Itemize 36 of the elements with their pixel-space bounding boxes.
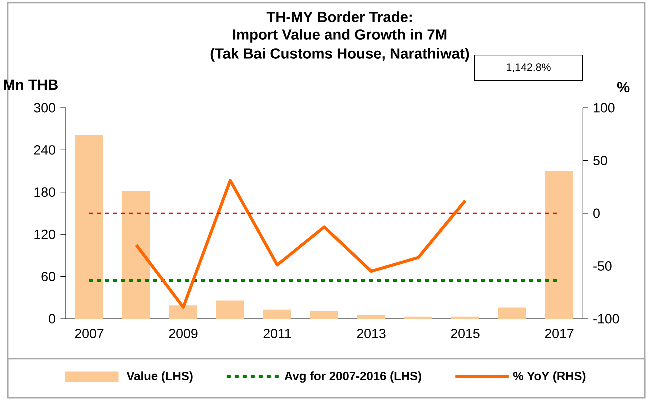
y-tick-label: 300 xyxy=(34,103,56,113)
y2-tick-label: 0 xyxy=(594,208,600,218)
bar xyxy=(358,315,386,319)
bar xyxy=(170,306,198,319)
y-tick-label: 180 xyxy=(34,188,56,198)
y2-tick-label: -50 xyxy=(594,262,612,271)
y2-axis-title: % xyxy=(617,82,630,93)
x-tick-label: 2017 xyxy=(545,329,574,338)
legend-label: Value (LHS) xyxy=(126,372,193,383)
line-series xyxy=(134,179,468,309)
x-tick-label: 2015 xyxy=(451,329,480,338)
bar xyxy=(216,300,245,319)
bar xyxy=(264,310,292,319)
chart-title: TH-MY Border Trade: xyxy=(266,12,412,22)
bar xyxy=(310,311,339,319)
chart-subtitle: Import Value and Growth in 7M xyxy=(233,29,447,43)
x-tick-label: 2009 xyxy=(169,329,198,338)
y2-tick-label: 50 xyxy=(594,156,608,166)
x-tick-label: 2011 xyxy=(264,329,292,338)
legend-label: % YoY (RHS) xyxy=(513,372,586,383)
y-axis-title: Mn THB xyxy=(4,80,58,90)
bar xyxy=(76,135,104,319)
y2-tick-label: -100 xyxy=(594,314,620,324)
text: (Tak Bai Customs House, Narathiwat) xyxy=(210,48,470,62)
y2-tick-label: 100 xyxy=(594,103,615,113)
y-tick-label: 60 xyxy=(42,272,56,282)
x-tick-label: 2013 xyxy=(357,329,386,338)
y-tick-label: 240 xyxy=(34,145,56,155)
bar xyxy=(122,191,151,319)
bar xyxy=(546,171,574,319)
text: 1,142.8% xyxy=(507,64,551,72)
bar xyxy=(498,308,526,319)
legend-label: Avg for 2007-2016 (LHS) xyxy=(284,372,422,383)
y-tick-label: 120 xyxy=(34,230,56,240)
x-tick-label: 2007 xyxy=(75,329,104,338)
y-tick-label: 0 xyxy=(49,314,56,324)
